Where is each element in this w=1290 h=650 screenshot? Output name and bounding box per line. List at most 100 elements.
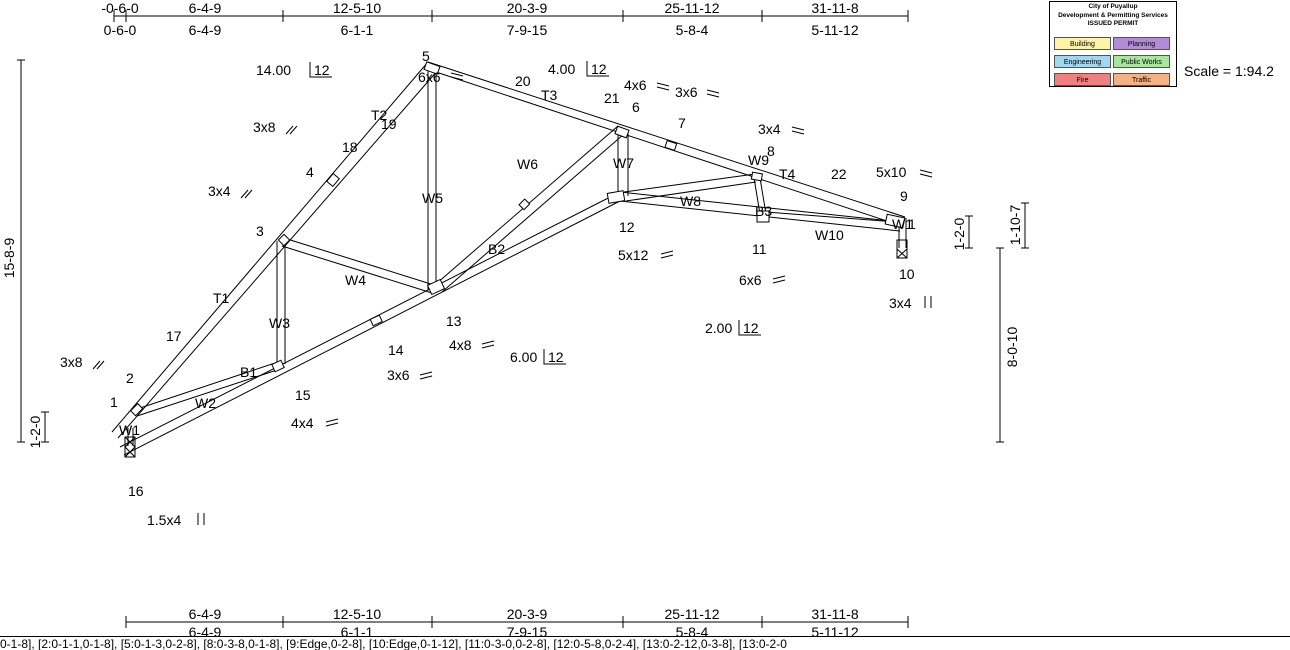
slope-bottom-right-den: 12 (743, 320, 759, 336)
node-21: 21 (604, 90, 620, 106)
slope-top-right-num: 4.00 (548, 61, 575, 77)
top-dim-r2-1: 6-4-9 (189, 22, 222, 38)
member-w6: W6 (517, 156, 538, 172)
slope-bottom-left-num: 6.00 (510, 349, 537, 365)
node-6: 6 (632, 99, 640, 115)
slope-top-right-den: 12 (591, 61, 607, 77)
top-dim-r1-1: 6-4-9 (189, 0, 222, 16)
node-20: 20 (515, 73, 531, 89)
permit-city: City of Puyallup (1088, 3, 1138, 10)
member-w9: W9 (748, 152, 769, 168)
plate-5x10: 5x10 (876, 164, 907, 180)
node-11: 11 (752, 241, 767, 257)
permit-cell-traffic: Traffic (1113, 73, 1170, 86)
bottom-dim-r1-1: 12-5-10 (333, 606, 381, 622)
slope-bottom-right-num: 2.00 (705, 320, 732, 336)
bottom-dim-r1-4: 31-11-8 (811, 606, 858, 622)
left-vertical-dims (17, 59, 49, 443)
node-8: 8 (767, 143, 775, 159)
node-22: 22 (831, 166, 847, 182)
left-support (124, 436, 136, 458)
right-heel-a: 1-2-0 (951, 217, 967, 250)
permit-stamp: City of Puyallup Development & Permittin… (1049, 1, 1177, 87)
node-labels: 1 2 3 4 5 6 7 8 9 10 11 12 13 14 15 16 1… (110, 48, 916, 499)
left-total-height: 15-8-9 (1, 238, 17, 279)
node-14: 14 (388, 342, 404, 358)
slope-top-left-den: 12 (314, 62, 330, 78)
permit-cell-planning: Planning (1113, 37, 1170, 50)
bottom-dim-r1-3: 25-11-12 (664, 606, 719, 622)
node-5: 5 (422, 48, 430, 64)
node-18: 18 (342, 139, 358, 155)
member-w8: W8 (680, 193, 701, 209)
permit-cell-building: Building (1054, 37, 1111, 50)
member-labels: T1 T2 T3 T4 B1 B2 B3 W1 W1 W2 W3 W4 W5 W… (119, 87, 913, 438)
permit-issued: ISSUED PERMIT (1087, 20, 1139, 27)
member-b1: B1 (240, 364, 257, 380)
plate-4x4: 4x4 (291, 415, 314, 431)
node-9: 9 (900, 188, 908, 204)
member-w10: W10 (815, 227, 844, 243)
bottom-dim-r1-0: 6-4-9 (189, 606, 222, 622)
member-t1: T1 (213, 290, 230, 306)
top-dim-r2-4: 5-8-4 (676, 22, 709, 38)
plate-orientation-marks (92, 72, 933, 525)
top-dim-r1-2: 12-5-10 (333, 0, 381, 16)
node-15: 15 (295, 387, 311, 403)
member-w1-right: W1 (892, 216, 913, 232)
plate-3x6-bottom: 3x6 (387, 367, 410, 383)
right-vertical-dims (965, 202, 1029, 443)
top-dim-r2-5: 5-11-12 (811, 22, 858, 38)
plate-4x6: 4x6 (624, 77, 647, 93)
plate-offsets-text: 0-1-8], [2:0-1-1,0-1-8], [5:0-1-3,0-2-8]… (0, 636, 1290, 650)
node-13: 13 (446, 313, 462, 329)
permit-grid: Building PlanningEngineering Public WorksF… (1053, 33, 1173, 87)
bottom-dim-r1-2: 20-3-9 (507, 606, 548, 622)
bottom-dimension-lines (125, 616, 909, 628)
node-17: 17 (166, 328, 182, 344)
right-support (896, 239, 908, 259)
node-12: 12 (619, 219, 635, 235)
slope-top-left: 14.00 12 (256, 62, 332, 78)
plate-6x6-top: 6x6 (418, 69, 441, 85)
top-dimension-labels: -0-6-0 6-4-9 12-5-10 20-3-9 25-11-12 31-… (101, 0, 859, 38)
member-t3: T3 (541, 87, 558, 103)
slope-top-left-num: 14.00 (256, 62, 291, 78)
top-dim-r2-0: 0-6-0 (104, 22, 137, 38)
plate-3x4-right: 3x4 (758, 121, 781, 137)
member-t2: T2 (371, 107, 388, 123)
node-10: 10 (899, 266, 915, 282)
top-dim-r1-5: 31-11-8 (811, 0, 858, 16)
plate-3x8-mid: 3x8 (253, 119, 276, 135)
slope-bottom-right: 2.00 12 (705, 320, 761, 336)
top-dim-r1-3: 20-3-9 (507, 0, 548, 16)
node-1-right-overlap: 1 (908, 216, 916, 232)
bottom-dimension-labels: 6-4-9 12-5-10 20-3-9 25-11-12 31-11-8 6-… (189, 606, 859, 640)
member-b2: B2 (488, 241, 505, 257)
slope-bottom-left: 6.00 12 (510, 349, 566, 365)
plate-3x6-top: 3x6 (675, 84, 698, 100)
node-2: 2 (126, 370, 134, 386)
slope-top-right: 4.00 12 (548, 61, 609, 77)
scale-label: Scale = 1:94.2 (1184, 63, 1274, 79)
node-1: 1 (110, 394, 118, 410)
member-w3: W3 (269, 315, 290, 331)
slope-bottom-left-den: 12 (548, 349, 564, 365)
permit-department: Development & Permitting Services (1058, 11, 1168, 19)
node-16: 16 (128, 483, 144, 499)
right-height: 8-0-10 (1004, 327, 1020, 368)
plate-6x6-mid: 6x6 (739, 272, 762, 288)
truss-members (111, 61, 907, 456)
plate-3x4-left: 3x4 (208, 183, 231, 199)
top-dim-r1-0: -0-6-0 (101, 0, 139, 16)
plate-5x12: 5x12 (618, 247, 649, 263)
permit-cell-fire: Fire (1054, 73, 1111, 86)
top-dim-r1-4: 25-11-12 (664, 0, 719, 16)
plate-labels: 3x8 3x8 3x4 6x6 4x6 3x6 3x4 5x10 5x12 6x… (60, 69, 912, 528)
plate-3x8-left: 3x8 (60, 354, 83, 370)
node-7: 7 (678, 115, 686, 131)
plate-markers (129, 61, 906, 417)
member-w4: W4 (345, 272, 366, 288)
member-w5: W5 (422, 190, 443, 206)
